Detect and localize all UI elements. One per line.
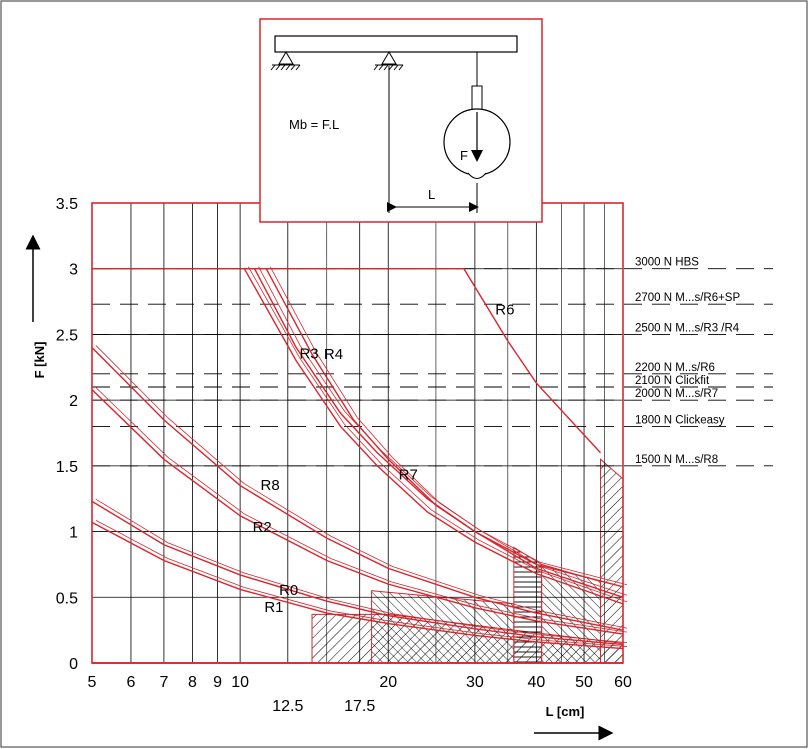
series-label-r1: R1 (264, 599, 283, 616)
series-label-r8: R8 (260, 477, 279, 494)
series-line-r1 (91, 521, 624, 650)
y-tick-label: 3 (69, 262, 78, 279)
series-line-r3-edge (258, 266, 628, 596)
reference-label: 2700 N M...s/R6+SP (635, 292, 740, 304)
series-line-r0-edge (95, 499, 628, 643)
axes: 0 0.5 1 1.5 2 2.5 3 3.5 5 6 7 8 9 10 20 30 40 50 60 12.5 17.… (56, 196, 632, 715)
x-tick-label: 8 (188, 674, 197, 691)
y-tick-label: 2 (69, 393, 78, 410)
reference-label: 1500 N M...s/R8 (635, 454, 718, 466)
series-label-r0: R0 (279, 582, 298, 599)
x-tick-label: 30 (466, 674, 484, 691)
beam (274, 35, 518, 53)
x-tick-label-minor: 12.5 (272, 698, 303, 715)
series-line-r7-edge (248, 266, 628, 603)
y-tick-label: 1.5 (56, 459, 78, 476)
series-line-r8 (91, 347, 624, 631)
y-axis-label: F [kN] (32, 342, 47, 379)
x-axis-label: L [cm] (546, 704, 585, 719)
y-tick-label: 0 (69, 656, 78, 673)
middle-support-icon (373, 51, 404, 71)
formula-text: Mb = F.L (289, 117, 339, 132)
y-tick-label: 1 (69, 525, 78, 542)
x-tick-label: 40 (527, 674, 545, 691)
x-tick-label: 60 (614, 674, 632, 691)
x-tick-label: 20 (379, 674, 397, 691)
x-tick-label: 6 (127, 674, 136, 691)
series-line-r2 (91, 389, 624, 635)
series-line-r6 (92, 268, 601, 454)
x-tick-label-minor: 17.5 (344, 698, 375, 715)
series-label-r3: R3 (299, 345, 318, 362)
y-tick-label: 2.5 (56, 327, 78, 344)
y-tick-label: 3.5 (56, 196, 78, 213)
series-line-r3 (253, 268, 624, 598)
reference-lines: 3000 N HBS 2700 N M...s/R6+SP 2500 N M...s… (92, 257, 773, 467)
x-tick-label: 10 (231, 674, 249, 691)
series-line-r1-edge (95, 520, 628, 647)
reference-label: 1800 N Clickeasy (635, 414, 725, 426)
hatched-regions (311, 458, 624, 664)
left-support-icon (270, 51, 301, 71)
series-line-r0 (91, 500, 624, 646)
series-line-r8-edge (95, 345, 628, 629)
series-label-r2: R2 (253, 519, 272, 536)
series-line-r4-edge (269, 266, 628, 586)
series-label-r4: R4 (324, 346, 343, 363)
reference-label: 2100 N Clickfit (635, 375, 710, 387)
x-tick-label: 7 (159, 674, 168, 691)
series-label-r7: R7 (399, 467, 418, 484)
hanger-clamp (471, 85, 483, 113)
reference-label: 2500 N M...s/R3 /R4 (635, 322, 740, 334)
reference-label: 3000 N HBS (635, 257, 699, 269)
series-label-r6: R6 (495, 301, 514, 318)
y-tick-label: 0.5 (56, 590, 78, 607)
reference-label: 2200 N M..s/R6 (635, 362, 715, 374)
x-tick-label: 9 (213, 674, 222, 691)
x-tick-label: 5 (88, 674, 97, 691)
length-label: L (428, 187, 435, 202)
x-tick-label: 50 (575, 674, 593, 691)
series-line-r4 (265, 268, 624, 588)
series-line-r7 (243, 268, 624, 605)
series-line-r2-edge (95, 387, 628, 633)
force-label: F (460, 148, 468, 163)
reference-label: 2000 N M...s/R7 (635, 388, 718, 400)
inset-diagram: F Mb = F.L L (259, 18, 543, 223)
